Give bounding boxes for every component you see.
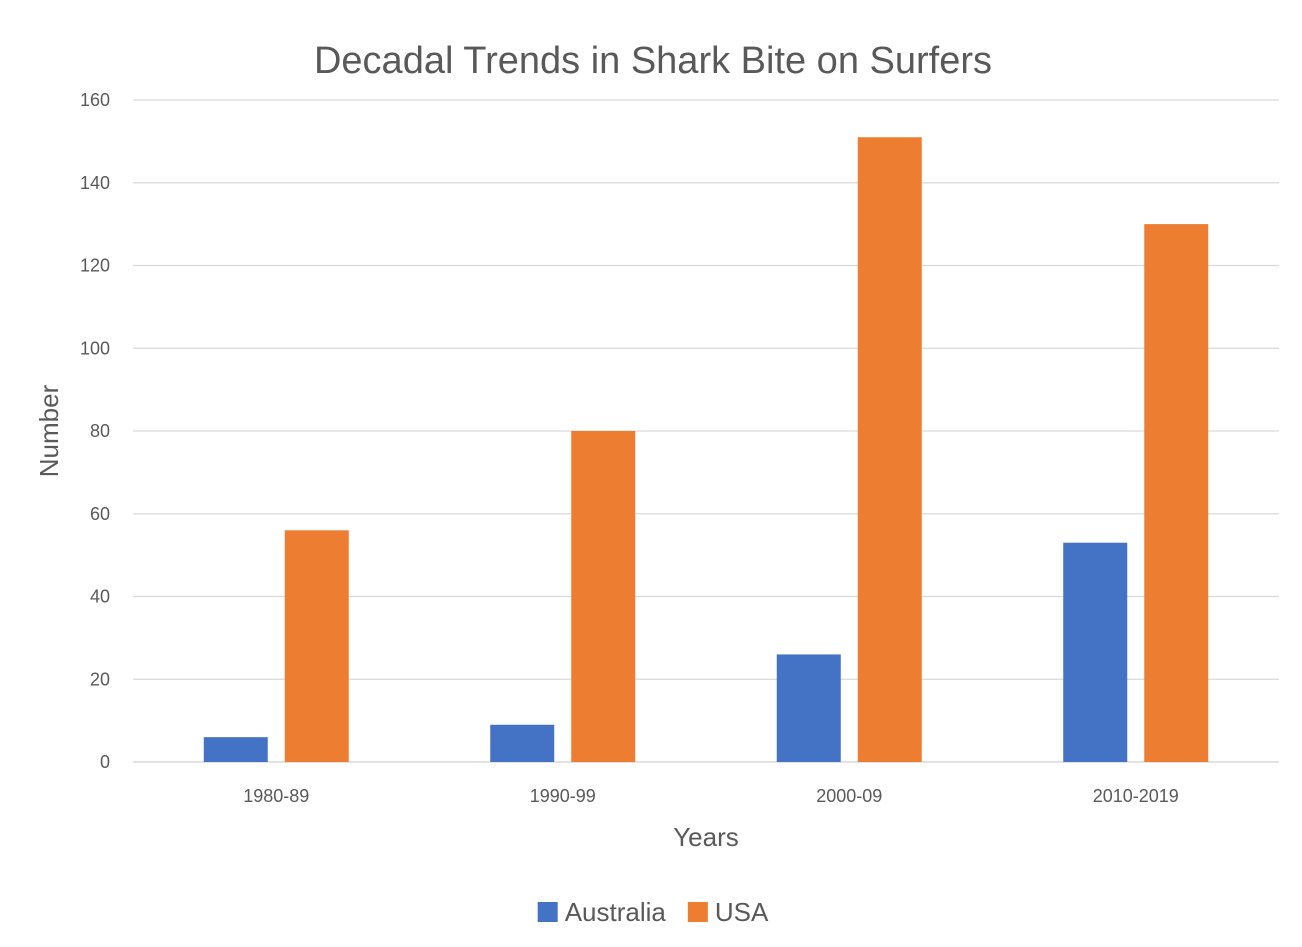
y-tick-label: 0 bbox=[100, 752, 110, 772]
legend-swatch-usa bbox=[687, 902, 708, 922]
y-tick-label: 80 bbox=[90, 421, 110, 441]
chart-title: Decadal Trends in Shark Bite on Surfers bbox=[314, 40, 992, 82]
x-axis-label: Years bbox=[673, 822, 739, 852]
x-tick-label: 1980-89 bbox=[243, 786, 309, 806]
legend-swatch-australia bbox=[537, 902, 558, 922]
legend-label-usa: USA bbox=[715, 897, 769, 927]
y-tick-label: 40 bbox=[90, 587, 110, 607]
x-tick-label: 2010-2019 bbox=[1093, 786, 1179, 806]
legend-label-australia: Australia bbox=[565, 897, 667, 927]
bar-australia-2000-09 bbox=[776, 654, 841, 762]
bars bbox=[203, 137, 1209, 763]
legend: Australia USA bbox=[537, 897, 769, 927]
bar-australia-1990-99 bbox=[490, 724, 555, 762]
y-axis-ticks: 0 20 40 60 80 100 120 140 160 bbox=[80, 90, 110, 772]
x-axis-ticks: 1980-89 1990-99 2000-09 2010-2019 bbox=[243, 786, 1179, 806]
y-tick-label: 100 bbox=[80, 338, 110, 358]
x-tick-label: 2000-09 bbox=[816, 786, 882, 806]
bar-usa-2010-2019 bbox=[1144, 224, 1209, 762]
y-tick-label: 140 bbox=[80, 173, 110, 193]
y-tick-label: 20 bbox=[90, 669, 110, 689]
bar-usa-1980-89 bbox=[284, 530, 349, 762]
bar-australia-2010-2019 bbox=[1063, 542, 1128, 762]
bar-australia-1980-89 bbox=[203, 737, 268, 762]
bar-usa-1990-99 bbox=[571, 431, 636, 762]
y-tick-label: 120 bbox=[80, 256, 110, 276]
y-axis-label: Number bbox=[34, 384, 64, 477]
x-tick-label: 1990-99 bbox=[530, 786, 596, 806]
bar-usa-2000-09 bbox=[857, 137, 922, 763]
y-tick-label: 60 bbox=[90, 504, 110, 524]
y-tick-label: 160 bbox=[80, 90, 110, 110]
